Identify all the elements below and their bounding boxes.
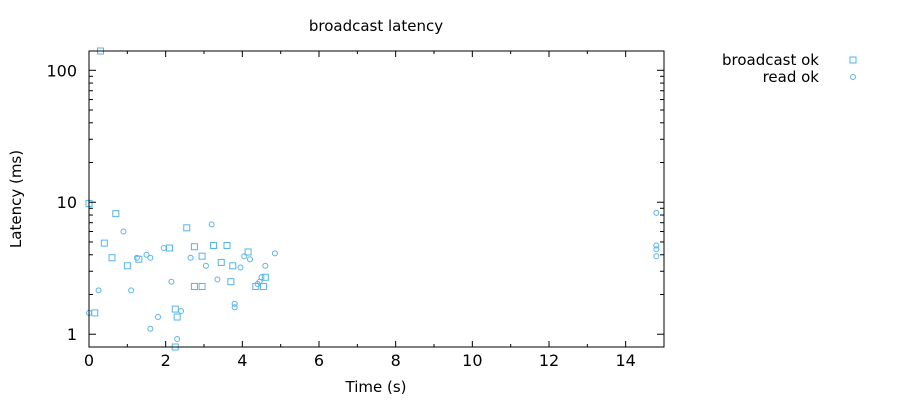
point-broadcast-ok [190, 243, 198, 251]
legend-label: broadcast ok [722, 51, 819, 69]
point-broadcast-ok [217, 258, 225, 266]
point-broadcast-ok [173, 313, 181, 321]
point-read-ok [653, 253, 660, 260]
point-read-ok [237, 264, 244, 271]
point-read-ok [262, 262, 269, 269]
x-tick-label: 14 [615, 351, 635, 370]
x-tick-label: 10 [462, 351, 482, 370]
point-read-ok [231, 304, 238, 311]
point-read-ok [120, 228, 127, 235]
point-broadcast-ok [100, 239, 108, 247]
point-broadcast-ok [259, 282, 267, 290]
point-broadcast-ok [223, 242, 231, 250]
point-broadcast-ok [183, 224, 191, 232]
legend-marker [849, 56, 857, 64]
point-read-ok [653, 209, 660, 216]
point-read-ok [258, 274, 265, 281]
point-read-ok [208, 221, 215, 228]
point-broadcast-ok [261, 273, 269, 281]
point-broadcast-ok [198, 282, 206, 290]
point-read-ok [178, 307, 184, 314]
point-broadcast-ok [108, 254, 116, 262]
point-broadcast-ok [166, 244, 173, 252]
x-tick-label: 0 [84, 351, 94, 370]
x-axis-label: Time (s) [345, 378, 407, 396]
point-read-ok [231, 300, 238, 307]
point-read-ok [147, 325, 154, 332]
point-broadcast-ok [190, 282, 198, 290]
point-read-ok [187, 254, 194, 261]
y-tick-label: 10 [57, 193, 77, 212]
x-tick-label: 12 [539, 351, 559, 370]
y-tick-label: 1 [67, 325, 77, 344]
point-read-ok [202, 262, 209, 269]
y-axis-label: Latency (ms) [7, 150, 25, 248]
point-broadcast-ok [244, 248, 252, 256]
point-read-ok [143, 251, 150, 258]
point-broadcast-ok [198, 252, 206, 260]
point-read-ok [155, 314, 161, 321]
x-tick-label: 2 [161, 351, 171, 370]
y-axis-ticks: 1 10 100 [46, 61, 664, 344]
x-tick-label: 4 [237, 351, 247, 370]
x-axis-ticks: 0 2 4 6 8 10 12 14 [84, 51, 636, 370]
point-read-ok [160, 245, 167, 252]
point-read-ok [95, 287, 102, 294]
point-read-ok [241, 253, 248, 260]
point-broadcast-ok [123, 262, 131, 270]
point-read-ok [174, 335, 181, 342]
point-read-ok [147, 254, 154, 261]
legend-label: read ok [763, 68, 820, 86]
point-broadcast-ok [112, 210, 120, 218]
point-read-ok [128, 287, 135, 294]
point-broadcast-ok [171, 305, 179, 313]
point-read-ok [271, 250, 278, 257]
point-read-ok [214, 276, 221, 283]
y-tick-label: 100 [46, 61, 77, 80]
point-broadcast-ok [91, 309, 99, 317]
point-broadcast-ok [210, 242, 218, 250]
point-read-ok [653, 242, 660, 249]
point-read-ok [168, 278, 175, 285]
plot-frame [88, 50, 665, 348]
point-read-ok [133, 254, 140, 261]
point-broadcast-ok [229, 262, 237, 270]
legend-marker [850, 74, 856, 80]
point-read-ok [247, 256, 253, 263]
x-tick-label: 6 [314, 351, 324, 370]
point-broadcast-ok [227, 278, 235, 286]
chart-title: broadcast latency [309, 17, 443, 35]
plot-marks [85, 47, 660, 351]
x-tick-label: 8 [391, 351, 401, 370]
point-read-ok [653, 246, 660, 253]
